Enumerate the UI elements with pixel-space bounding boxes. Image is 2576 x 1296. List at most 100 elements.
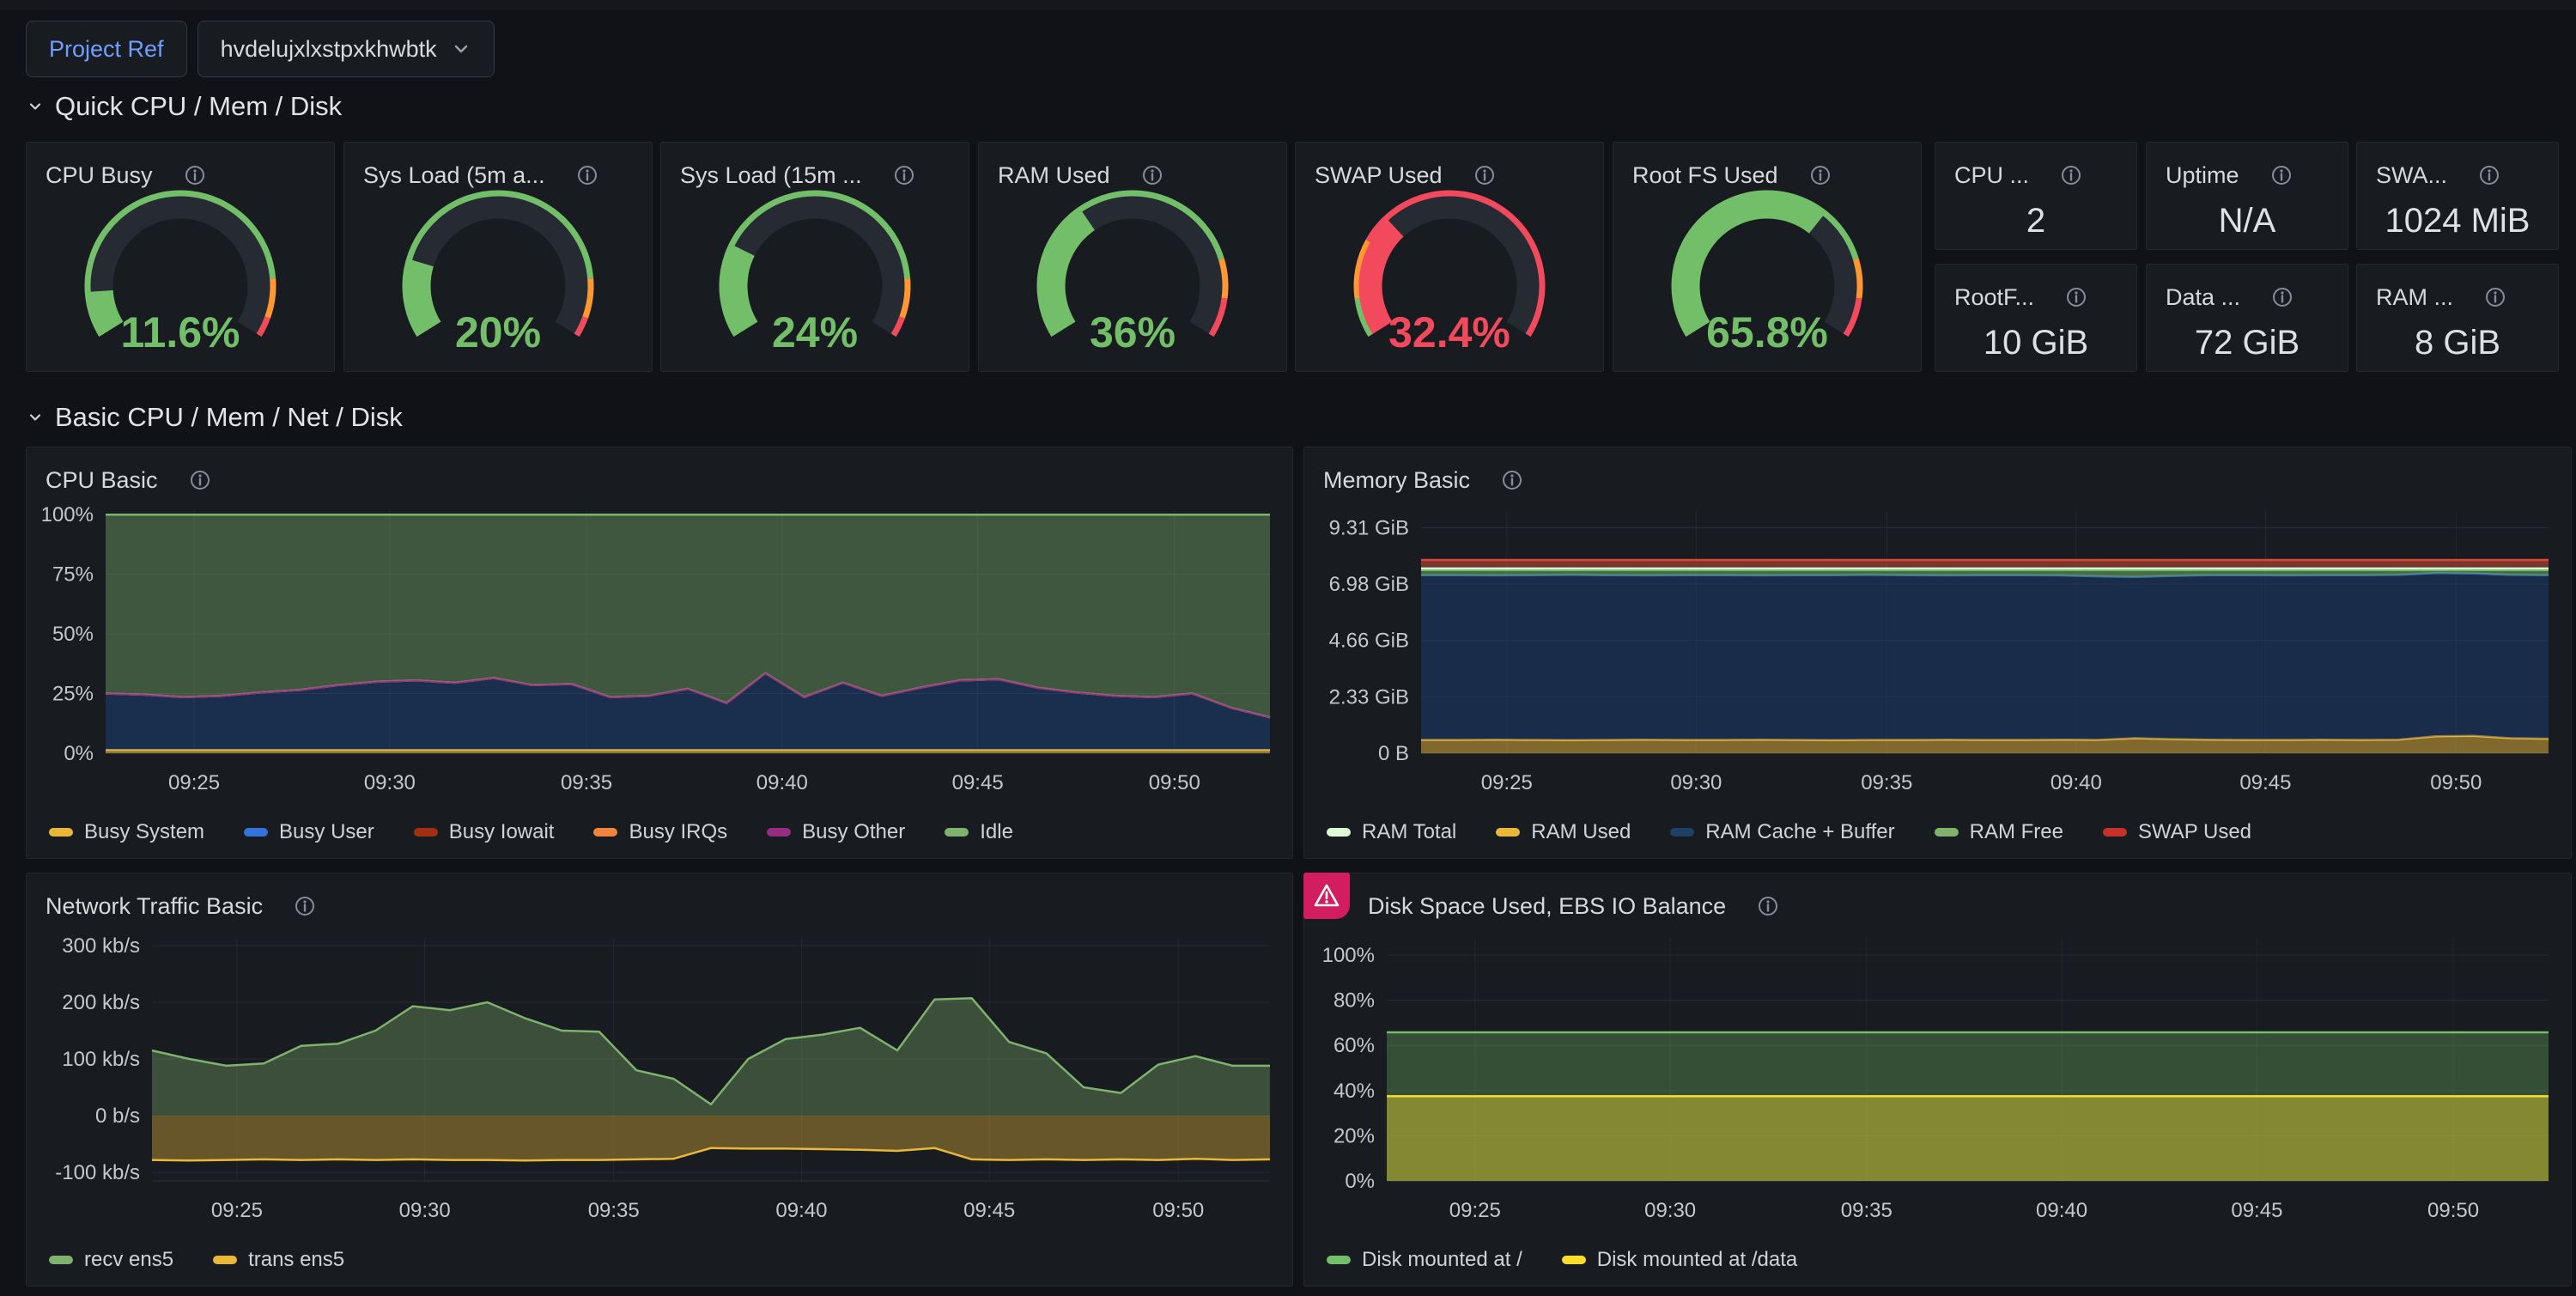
panel-title[interactable]: CPU Basic [46, 467, 158, 494]
panel-header[interactable]: Root FS Used [1613, 143, 1921, 192]
cpu-basic-plot[interactable]: 0%25%50%75%100%09:2509:3009:3509:4009:45… [27, 501, 1292, 810]
disk-space-plot[interactable]: 0%20%40%60%80%100%09:2509:3009:3509:4009… [1304, 927, 2571, 1238]
svg-text:09:45: 09:45 [2239, 771, 2291, 794]
gauge-value: 36% [979, 307, 1286, 357]
info-icon[interactable] [1757, 895, 1779, 917]
legend-item[interactable]: Busy Iowait [414, 820, 555, 844]
panel-header[interactable]: Network Traffic Basic [27, 873, 1292, 923]
panel-header[interactable]: CPU Basic [27, 447, 1292, 497]
panel-title[interactable]: Sys Load (5m a... [363, 162, 545, 189]
info-icon[interactable] [1473, 164, 1496, 186]
panel-title[interactable]: RootF... [1954, 284, 2034, 311]
info-icon[interactable] [1809, 164, 1832, 186]
panel-title[interactable]: Disk Space Used, EBS IO Balance [1368, 893, 1726, 920]
legend-item[interactable]: Busy System [49, 820, 204, 844]
gauge-value: 11.6% [27, 307, 334, 357]
legend-item[interactable]: recv ens5 [49, 1248, 173, 1272]
stat-value: N/A [2147, 192, 2348, 249]
panel-header[interactable]: CPU ... [1935, 143, 2136, 192]
panel-header[interactable]: Sys Load (5m a... [344, 143, 652, 192]
legend-chip [593, 828, 617, 837]
svg-text:09:50: 09:50 [2427, 1199, 2479, 1222]
svg-text:80%: 80% [1334, 989, 1375, 1013]
panel-header[interactable]: Data ... [2147, 265, 2348, 314]
svg-text:09:40: 09:40 [756, 771, 808, 794]
panel-title[interactable]: Root FS Used [1632, 162, 1778, 189]
panel-ram-used: RAM Used 36% [978, 142, 1287, 372]
chevron-down-icon [451, 39, 471, 59]
panel-alert-icon[interactable] [1303, 873, 1350, 919]
legend-item[interactable]: Disk mounted at / [1327, 1248, 1522, 1272]
panel-title[interactable]: Sys Load (15m ... [680, 162, 862, 189]
svg-text:40%: 40% [1334, 1080, 1375, 1103]
stat-value: 72 GiB [2147, 314, 2348, 371]
info-icon[interactable] [2270, 164, 2293, 186]
info-icon[interactable] [576, 164, 598, 186]
svg-text:300 kb/s: 300 kb/s [62, 934, 140, 958]
stat-value: 8 GiB [2357, 314, 2558, 371]
legend-label: RAM Free [1970, 820, 2063, 844]
gauge-value: 32.4% [1296, 307, 1603, 357]
panel-title[interactable]: Data ... [2166, 284, 2240, 311]
legend-item[interactable]: trans ens5 [213, 1248, 344, 1272]
panel-header[interactable]: Memory Basic [1304, 447, 2571, 497]
legend-item[interactable]: RAM Used [1496, 820, 1631, 844]
section-quick-cpu-mem-disk[interactable]: Quick CPU / Mem / Disk [26, 91, 342, 122]
project-ref-dropdown[interactable]: hvdelujxlxstpxkhwbtk [197, 21, 495, 77]
svg-text:6.98 GiB: 6.98 GiB [1329, 573, 1409, 596]
svg-text:0 B: 0 B [1378, 742, 1409, 765]
info-icon[interactable] [2271, 286, 2293, 308]
section-basic-cpu-mem-net-disk[interactable]: Basic CPU / Mem / Net / Disk [26, 402, 403, 433]
panel-header[interactable]: RAM ... [2357, 265, 2558, 314]
legend-item[interactable]: RAM Total [1327, 820, 1456, 844]
info-icon[interactable] [189, 469, 211, 491]
info-icon[interactable] [2478, 164, 2500, 186]
svg-text:09:50: 09:50 [1152, 1199, 1204, 1222]
legend-item[interactable]: Busy User [244, 820, 374, 844]
info-icon[interactable] [294, 895, 316, 917]
panel-data-disk-total: Data ... 72 GiB [2146, 264, 2348, 372]
panel-title[interactable]: RAM ... [2376, 284, 2453, 311]
panel-title[interactable]: SWA... [2376, 162, 2447, 189]
panel-header[interactable]: CPU Busy [27, 143, 334, 192]
legend-label: SWAP Used [2138, 820, 2251, 844]
panel-swap-total: SWA... 1024 MiB [2356, 142, 2559, 250]
svg-text:4.66 GiB: 4.66 GiB [1329, 630, 1409, 653]
network-traffic-plot[interactable]: -100 kb/s0 b/s100 kb/s200 kb/s300 kb/s09… [27, 927, 1292, 1238]
legend-item[interactable]: Idle [945, 820, 1013, 844]
legend-item[interactable]: RAM Cache + Buffer [1670, 820, 1894, 844]
panel-header[interactable]: RootF... [1935, 265, 2136, 314]
info-icon[interactable] [2484, 286, 2506, 308]
legend-item[interactable]: SWAP Used [2103, 820, 2251, 844]
panel-header[interactable]: SWA... [2357, 143, 2558, 192]
memory-basic-plot[interactable]: 0 B2.33 GiB4.66 GiB6.98 GiB9.31 GiB09:25… [1304, 501, 2571, 810]
info-icon[interactable] [1501, 469, 1523, 491]
panel-title[interactable]: RAM Used [998, 162, 1110, 189]
svg-text:09:30: 09:30 [1670, 771, 1722, 794]
panel-title[interactable]: CPU Busy [46, 162, 153, 189]
panel-title[interactable]: Network Traffic Basic [46, 893, 263, 920]
info-icon[interactable] [2060, 164, 2082, 186]
panel-header[interactable]: SWAP Used [1296, 143, 1603, 192]
legend-item[interactable]: RAM Free [1935, 820, 2063, 844]
panel-title[interactable]: Memory Basic [1323, 467, 1470, 494]
panel-title[interactable]: SWAP Used [1315, 162, 1443, 189]
panel-header[interactable]: Disk Space Used, EBS IO Balance [1304, 873, 2571, 923]
legend-item[interactable]: Busy IRQs [593, 820, 727, 844]
svg-text:60%: 60% [1334, 1034, 1375, 1057]
panel-uptime: Uptime N/A [2146, 142, 2348, 250]
panel-header[interactable]: Sys Load (15m ... [661, 143, 969, 192]
info-icon[interactable] [2065, 286, 2087, 308]
panel-header[interactable]: RAM Used [979, 143, 1286, 192]
svg-text:0 b/s: 0 b/s [95, 1104, 140, 1128]
chevron-down-icon [26, 408, 45, 427]
info-icon[interactable] [1141, 164, 1163, 186]
legend-item[interactable]: Disk mounted at /data [1562, 1248, 1797, 1272]
info-icon[interactable] [893, 164, 915, 186]
info-icon[interactable] [184, 164, 206, 186]
panel-title[interactable]: Uptime [2166, 162, 2239, 189]
legend-item[interactable]: Busy Other [767, 820, 905, 844]
panel-header[interactable]: Uptime [2147, 143, 2348, 192]
panel-title[interactable]: CPU ... [1954, 162, 2029, 189]
svg-text:09:30: 09:30 [364, 771, 416, 794]
